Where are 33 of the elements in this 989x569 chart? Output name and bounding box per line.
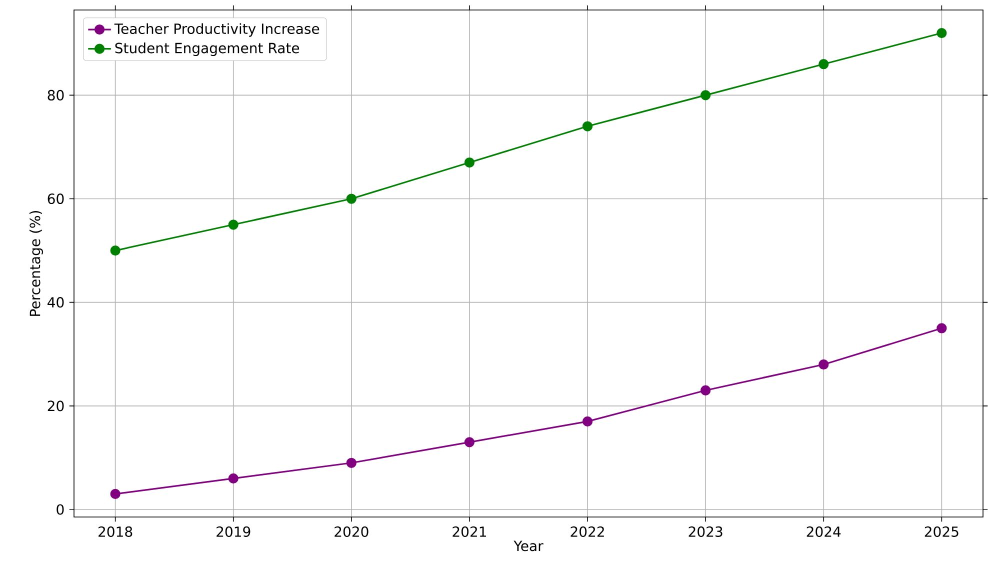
point [228, 220, 238, 230]
y-tick-label: 80 [48, 90, 64, 100]
point [818, 359, 829, 370]
point [582, 121, 593, 132]
y-tick-label: 40 [48, 297, 64, 308]
point [346, 194, 356, 204]
point [464, 437, 475, 448]
point [700, 385, 711, 396]
point [110, 488, 120, 500]
x-tick-label: 2023 [688, 526, 722, 537]
y-tick-label: 0 [56, 504, 64, 515]
point [582, 416, 593, 427]
x-tick-label: 2024 [806, 526, 841, 537]
x-tick-label: 2018 [98, 526, 132, 537]
point [818, 59, 829, 70]
point [464, 157, 475, 168]
legend-label: Teacher Productivity Increase [114, 23, 320, 37]
x-tick-label: 2020 [334, 526, 368, 537]
point [228, 473, 238, 484]
x-axis-title: Year [514, 540, 544, 552]
point [936, 323, 947, 334]
x-tick-label: 2022 [570, 526, 604, 537]
y-tick-label: 60 [48, 193, 64, 204]
point [346, 458, 356, 468]
point [110, 245, 120, 256]
legend-label: Student Engagement Rate [115, 42, 300, 56]
x-tick-label: 2019 [216, 526, 250, 537]
x-tick-label: 2025 [924, 526, 958, 537]
point [700, 90, 711, 100]
y-tick-label: 20 [48, 400, 64, 412]
point [936, 28, 947, 38]
x-tick-label: 2021 [452, 526, 486, 537]
y-axis-title: Percentage (%) [29, 210, 43, 316]
